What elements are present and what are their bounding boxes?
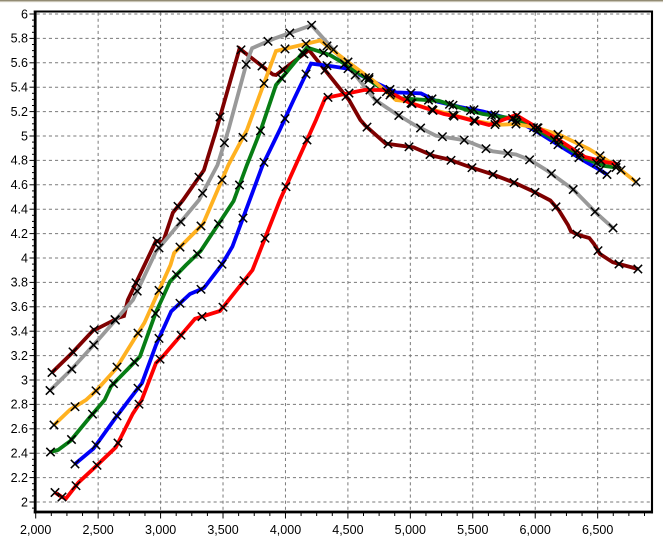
svg-text:2.2: 2.2 bbox=[11, 471, 28, 485]
svg-text:2,000: 2,000 bbox=[20, 523, 51, 537]
svg-text:2.8: 2.8 bbox=[11, 398, 28, 412]
svg-text:3,000: 3,000 bbox=[145, 523, 176, 537]
svg-text:4.4: 4.4 bbox=[11, 203, 28, 217]
svg-text:5: 5 bbox=[21, 129, 28, 143]
svg-text:3.8: 3.8 bbox=[11, 276, 28, 290]
svg-text:3.6: 3.6 bbox=[11, 300, 28, 314]
svg-text:4.2: 4.2 bbox=[11, 227, 28, 241]
svg-text:2,500: 2,500 bbox=[82, 523, 113, 537]
svg-text:2.4: 2.4 bbox=[11, 447, 28, 461]
svg-text:3: 3 bbox=[21, 373, 28, 387]
svg-text:4,000: 4,000 bbox=[270, 523, 301, 537]
svg-text:3.4: 3.4 bbox=[11, 325, 28, 339]
svg-text:4.8: 4.8 bbox=[11, 154, 28, 168]
svg-text:4.6: 4.6 bbox=[11, 178, 28, 192]
svg-text:3,500: 3,500 bbox=[207, 523, 238, 537]
svg-text:6: 6 bbox=[21, 7, 28, 21]
svg-text:5,000: 5,000 bbox=[395, 523, 426, 537]
svg-text:5,500: 5,500 bbox=[457, 523, 488, 537]
svg-text:4,500: 4,500 bbox=[332, 523, 363, 537]
svg-text:6,500: 6,500 bbox=[582, 523, 613, 537]
svg-text:5.4: 5.4 bbox=[11, 81, 28, 95]
svg-text:2.6: 2.6 bbox=[11, 422, 28, 436]
svg-text:3.2: 3.2 bbox=[11, 349, 28, 363]
svg-text:4: 4 bbox=[21, 251, 28, 265]
svg-text:5.6: 5.6 bbox=[11, 56, 28, 70]
svg-text:5.2: 5.2 bbox=[11, 105, 28, 119]
svg-text:5.8: 5.8 bbox=[11, 32, 28, 46]
svg-text:6,000: 6,000 bbox=[520, 523, 551, 537]
svg-text:2: 2 bbox=[21, 495, 28, 509]
